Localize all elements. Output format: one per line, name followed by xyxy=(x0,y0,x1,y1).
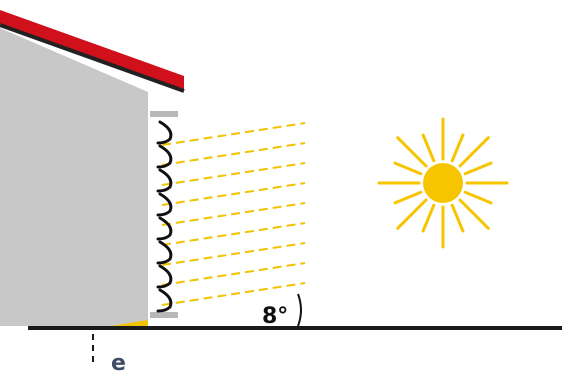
light-ray xyxy=(161,222,306,246)
ground-line xyxy=(28,326,562,330)
sun-ray xyxy=(450,133,465,163)
light-rays xyxy=(161,122,306,306)
bottom-bracket xyxy=(150,312,178,318)
distance-label: e xyxy=(111,351,126,374)
light-ray xyxy=(161,142,306,166)
sun-ray xyxy=(393,190,423,205)
louvre-slat xyxy=(156,168,173,193)
angle-arc xyxy=(297,293,302,327)
louvre-slat xyxy=(156,216,173,241)
sun-ray xyxy=(463,190,493,205)
sun-ray xyxy=(458,198,490,230)
louvre-slat xyxy=(156,192,173,217)
ground-light-strip xyxy=(105,320,148,327)
louvre-slats xyxy=(156,120,173,313)
light-ray xyxy=(161,122,306,146)
sun-ray xyxy=(463,161,493,176)
sun-ray xyxy=(458,136,490,168)
sun-ray xyxy=(421,133,436,163)
louvre-slat xyxy=(156,240,173,265)
light-ray xyxy=(161,202,306,226)
sun-ray xyxy=(396,136,428,168)
sun-ray xyxy=(396,198,428,230)
louvre-slat xyxy=(156,264,173,289)
sun-disc xyxy=(423,163,463,203)
light-ray xyxy=(161,282,306,306)
sun-ray xyxy=(421,203,436,233)
sun-ray xyxy=(450,203,465,233)
light-ray xyxy=(161,162,306,186)
light-ray xyxy=(161,242,306,266)
light-ray xyxy=(161,262,306,286)
angle-label: 8° xyxy=(262,304,288,329)
louvre-slat xyxy=(156,120,173,145)
roof-edge xyxy=(0,23,185,93)
sun-icon xyxy=(377,117,509,249)
sun-ray xyxy=(393,161,423,176)
top-bracket xyxy=(150,111,178,117)
louvre-slat xyxy=(156,144,173,169)
roof xyxy=(0,10,184,90)
building-wall xyxy=(0,28,148,326)
light-ray xyxy=(161,182,306,206)
louvre-slat xyxy=(156,288,173,313)
